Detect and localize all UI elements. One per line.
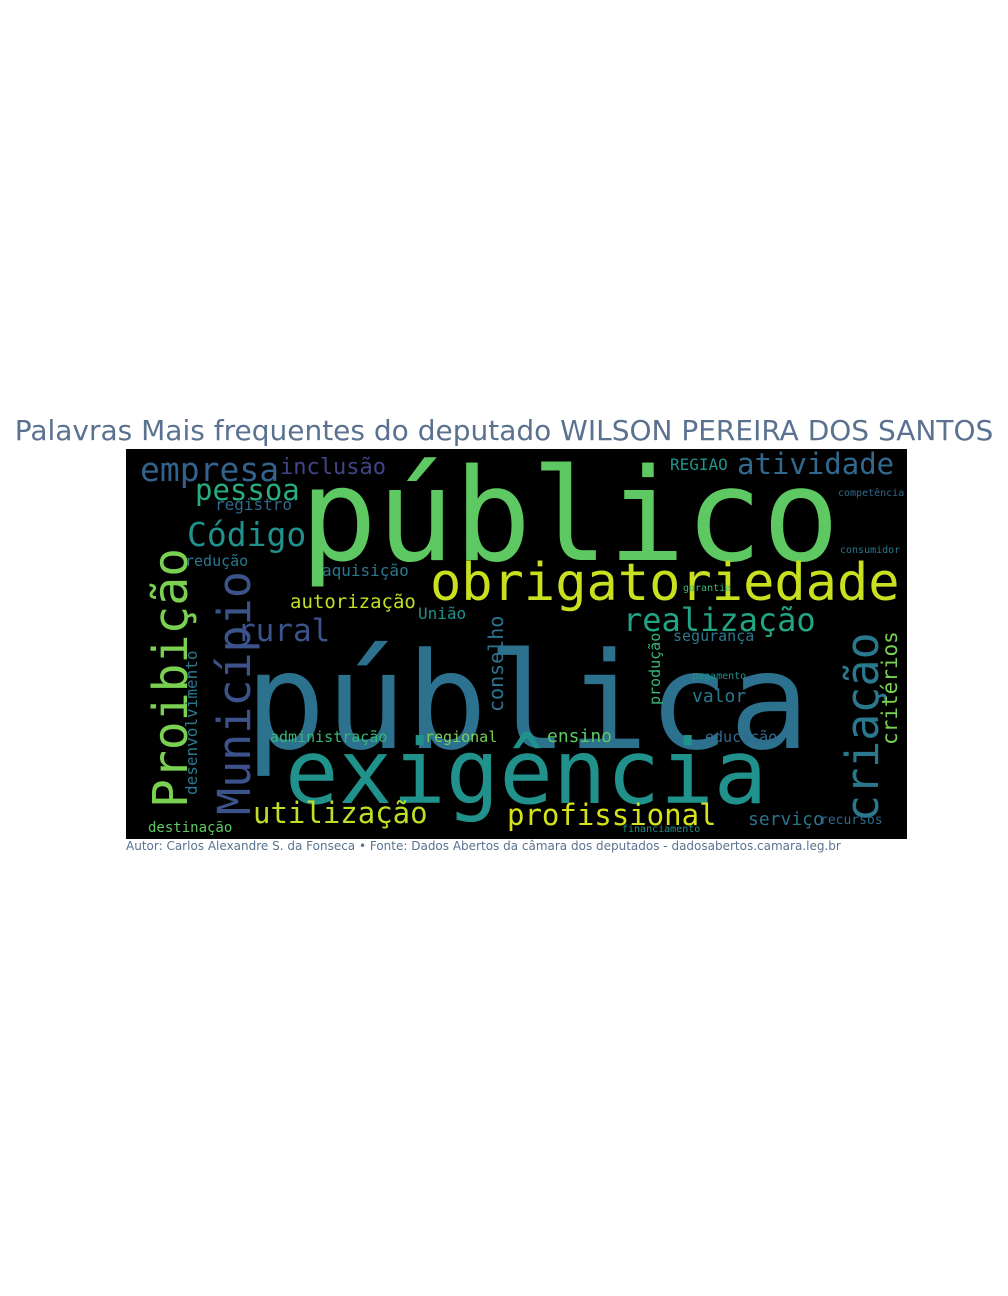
word: redução bbox=[185, 552, 248, 570]
word: financiamento bbox=[622, 824, 700, 835]
word: realização bbox=[623, 601, 816, 639]
word: garantia bbox=[683, 583, 731, 594]
word: pessoa bbox=[195, 473, 300, 507]
word: atividade bbox=[737, 447, 894, 481]
word: obrigatoriedade bbox=[430, 553, 900, 613]
word: utilização bbox=[253, 796, 428, 830]
word: produção bbox=[646, 633, 664, 705]
word: recursos bbox=[820, 813, 883, 828]
word: Proibição bbox=[143, 548, 199, 808]
word: público bbox=[300, 442, 839, 591]
caption: Autor: Carlos Alexandre S. da Fonseca • … bbox=[126, 839, 841, 853]
word: pagamento bbox=[692, 671, 746, 682]
word: ensino bbox=[547, 726, 612, 747]
word: inclusão bbox=[280, 455, 386, 480]
word: desenvolvimento bbox=[182, 651, 201, 796]
word: profissional bbox=[507, 798, 717, 832]
word: exigência bbox=[285, 720, 767, 824]
word: Município bbox=[208, 571, 261, 815]
word: pública bbox=[245, 624, 810, 780]
word: destinação bbox=[148, 820, 232, 836]
word: serviço bbox=[748, 809, 824, 830]
word: aquisição bbox=[322, 561, 409, 580]
word: regional bbox=[425, 728, 497, 746]
word: empresa bbox=[140, 450, 279, 489]
word: competência bbox=[838, 487, 904, 499]
word: autorização bbox=[290, 591, 416, 613]
word: registro bbox=[215, 495, 292, 514]
word: administração bbox=[270, 728, 387, 746]
word: Código bbox=[187, 515, 306, 554]
word: conselho bbox=[484, 616, 508, 712]
word: rural bbox=[237, 613, 330, 649]
word: educação bbox=[705, 728, 777, 746]
word: União bbox=[418, 604, 466, 623]
word: critérios bbox=[878, 631, 902, 745]
cloud-background bbox=[126, 449, 907, 839]
word: segurança bbox=[673, 627, 754, 645]
word: REGIAO bbox=[670, 455, 728, 474]
word: valor bbox=[692, 686, 746, 707]
chart-title: Palavras Mais frequentes do deputado WIL… bbox=[15, 414, 994, 447]
word: consumidor bbox=[840, 545, 900, 556]
word: criação bbox=[836, 632, 889, 822]
